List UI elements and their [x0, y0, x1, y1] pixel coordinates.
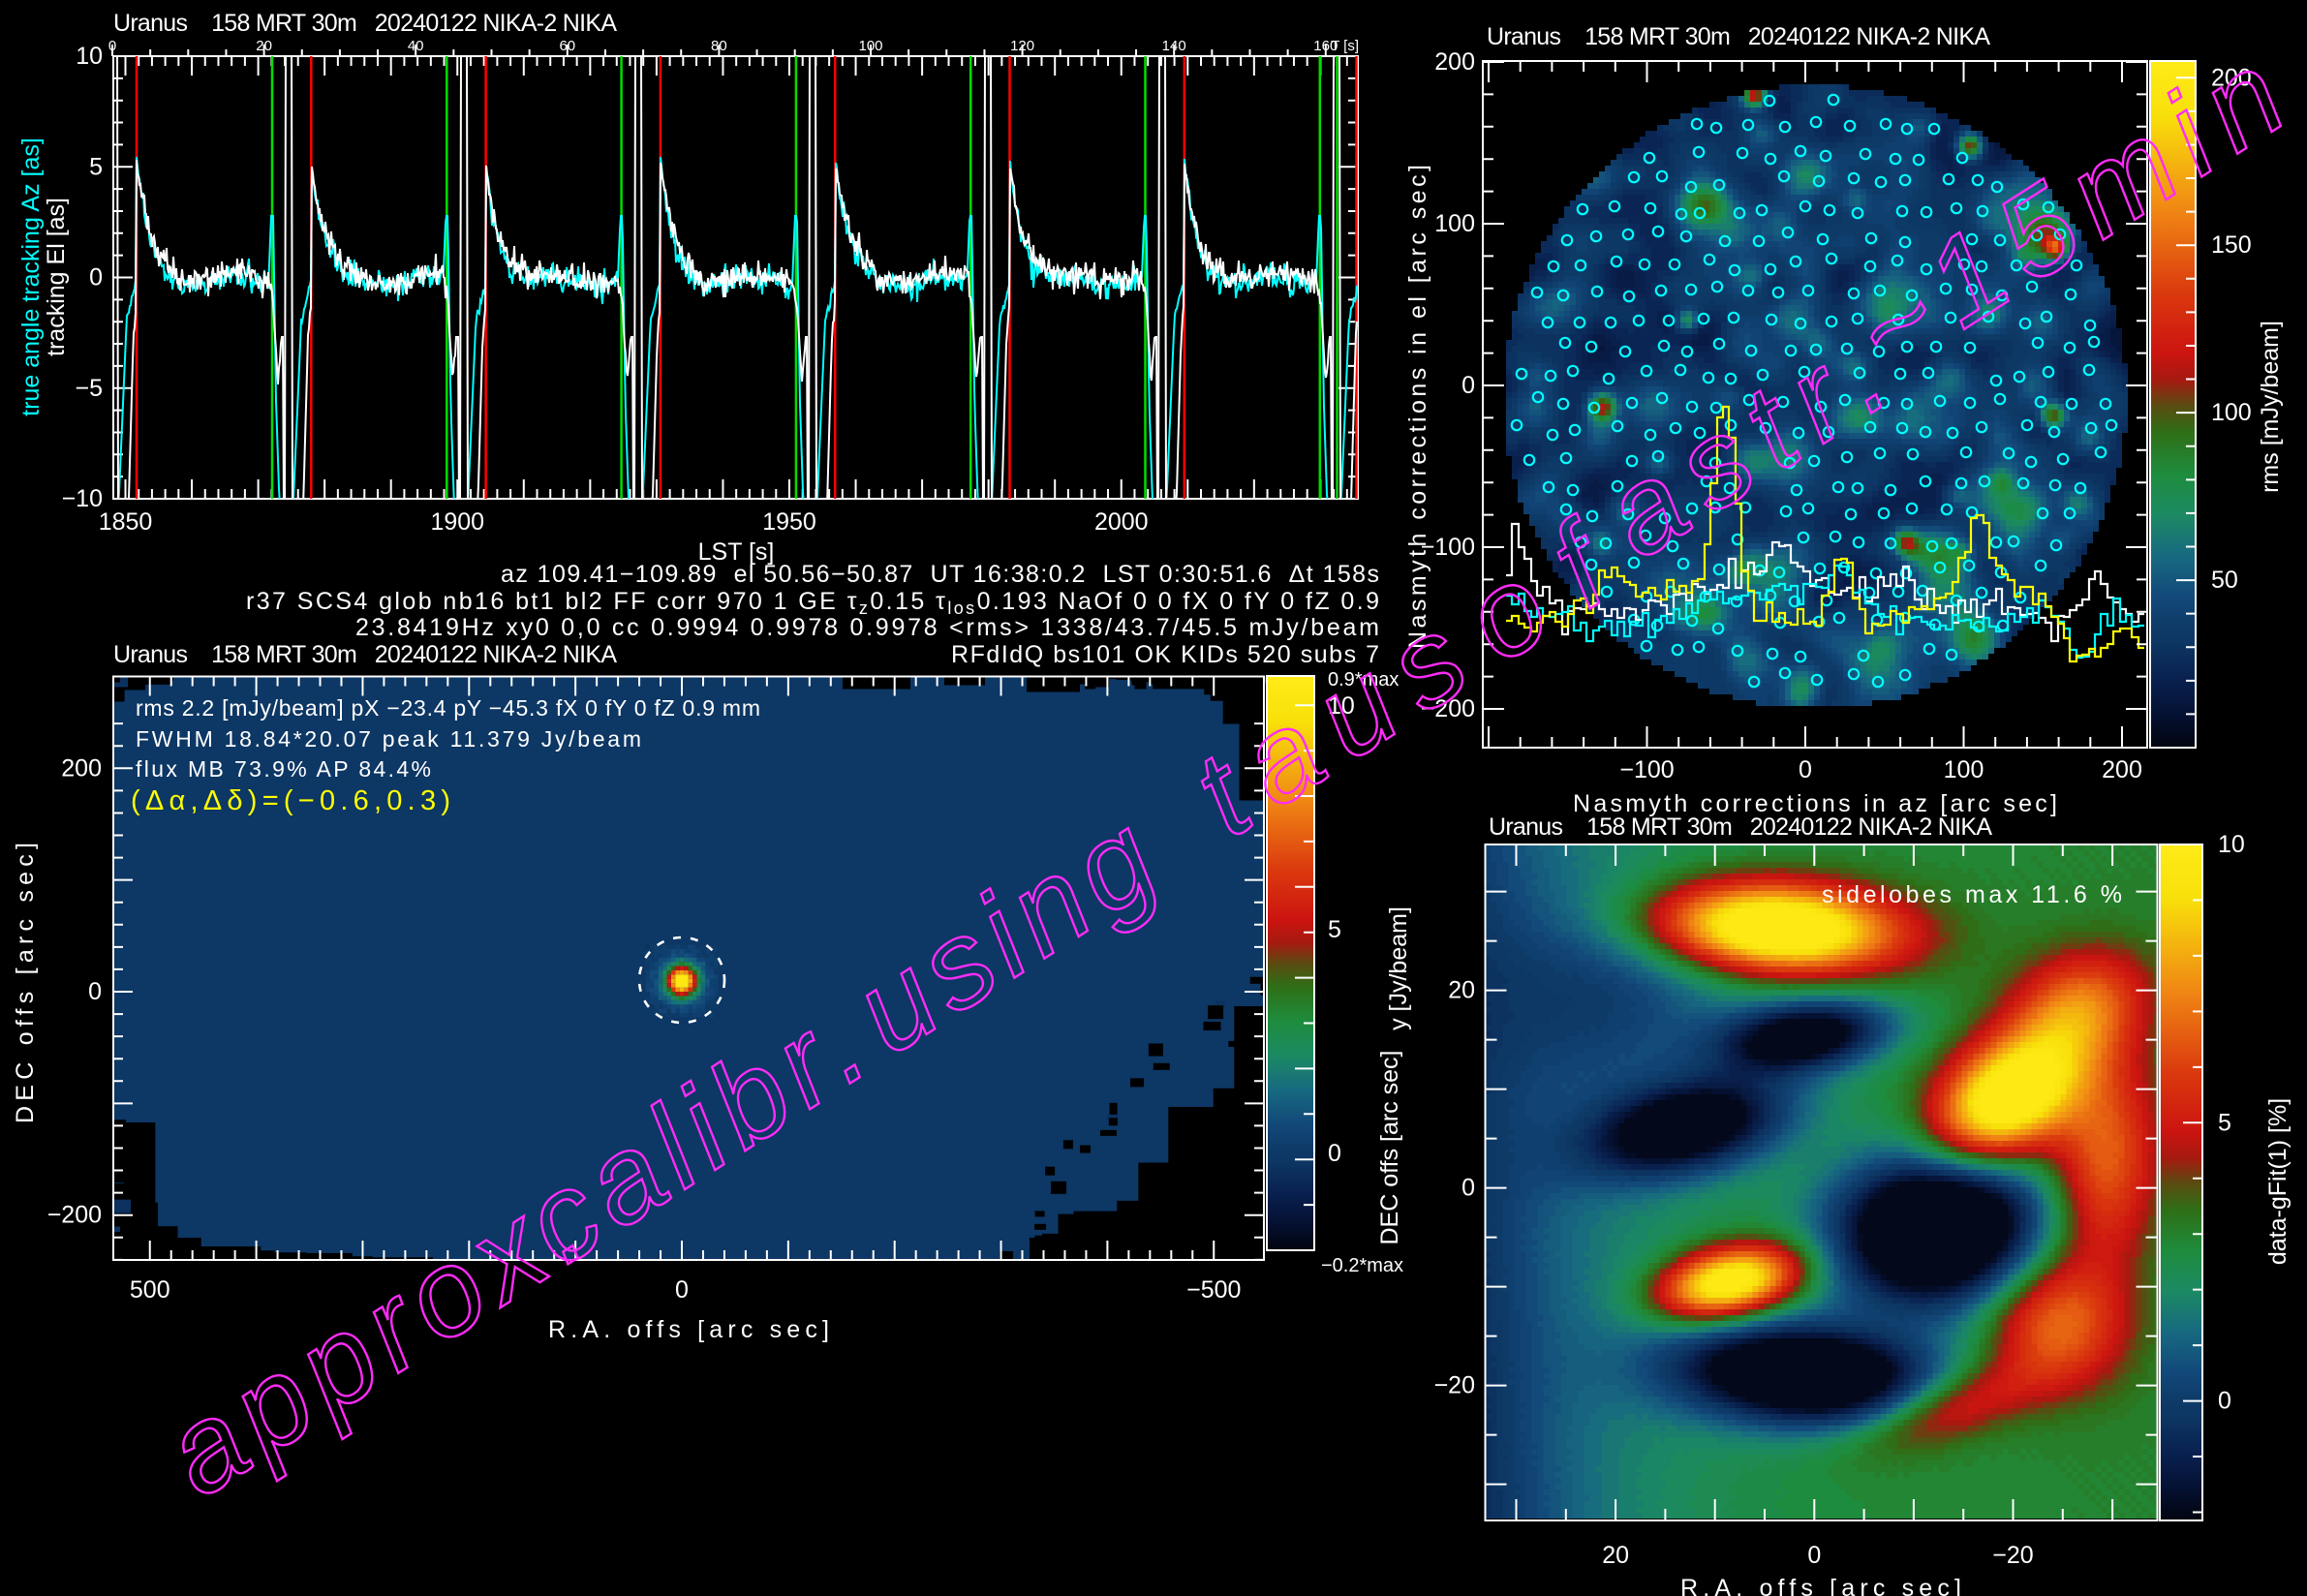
svg-text:RFdIdQ bs101 OK KIDs 520 subs: RFdIdQ bs101 OK KIDs 520 subs 7 — [951, 641, 1379, 668]
svg-text:T [s]: T [s] — [1331, 38, 1359, 54]
svg-text:20: 20 — [1602, 1542, 1629, 1569]
svg-text:0: 0 — [675, 1276, 689, 1304]
svg-text:Uranus 158 MRT 30m 202401: Uranus 158 MRT 30m 20240122 NIKA-2 NIKA — [1489, 813, 1992, 841]
svg-text:10: 10 — [1328, 692, 1355, 720]
svg-text:0.9*max: 0.9*max — [1328, 669, 1399, 691]
svg-text:100: 100 — [1944, 756, 1984, 783]
svg-text:R.A. offs [arc sec]: R.A. offs [arc sec] — [1680, 1575, 1961, 1596]
svg-text:200: 200 — [1434, 48, 1475, 76]
svg-text:sidelobes max 11.6 %: sidelobes max 11.6 % — [1822, 881, 2122, 908]
svg-text:DEC offs [arc sec]: DEC offs [arc sec] — [1376, 1051, 1403, 1245]
svg-text:−20: −20 — [1992, 1542, 2033, 1569]
svg-text:0: 0 — [89, 264, 103, 292]
svg-text:R.A. offs [arc sec]: R.A. offs [arc sec] — [548, 1316, 829, 1343]
svg-text:Uranus 158 MRT 30m 202401: Uranus 158 MRT 30m 20240122 NIKA-2 NIKA — [113, 10, 617, 37]
svg-text:10: 10 — [76, 43, 103, 70]
svg-text:200: 200 — [2211, 64, 2252, 91]
svg-text:0: 0 — [1328, 1140, 1341, 1167]
svg-text:1850: 1850 — [99, 508, 153, 536]
svg-text:Uranus 158 MRT 30m 202401: Uranus 158 MRT 30m 20240122 NIKA-2 NIKA — [113, 641, 617, 668]
svg-text:y [Jy/beam]: y [Jy/beam] — [1385, 906, 1412, 1030]
svg-text:23.8419Hz xy0 0,0 cc 0.9994 0.: 23.8419Hz xy0 0,0 cc 0.9994 0.9978 0.997… — [355, 614, 1379, 641]
svg-text:rms [mJy/beam]: rms [mJy/beam] — [2257, 321, 2284, 493]
svg-text:120: 120 — [1010, 38, 1034, 54]
svg-text:0: 0 — [1799, 756, 1812, 783]
svg-text:150: 150 — [2211, 231, 2252, 259]
svg-text:200: 200 — [61, 754, 102, 782]
svg-text:10: 10 — [2218, 831, 2245, 858]
svg-text:0: 0 — [1461, 372, 1475, 399]
svg-text:0: 0 — [2218, 1388, 2231, 1415]
svg-text:1900: 1900 — [430, 508, 484, 536]
svg-text:tracking El [as]: tracking El [as] — [43, 198, 70, 356]
svg-text:50: 50 — [2211, 567, 2238, 594]
svg-text:(Δα,Δδ)=(−0.6,0.3): (Δα,Δδ)=(−0.6,0.3) — [131, 785, 450, 816]
svg-text:5: 5 — [2218, 1109, 2231, 1136]
svg-text:0: 0 — [1807, 1542, 1821, 1569]
svg-text:data-gFit(1) [%]: data-gFit(1) [%] — [2264, 1098, 2292, 1265]
svg-text:2000: 2000 — [1094, 508, 1149, 536]
svg-text:20: 20 — [1448, 977, 1475, 1004]
svg-text:80: 80 — [711, 38, 727, 54]
svg-text:−5: −5 — [75, 375, 103, 402]
svg-text:1950: 1950 — [762, 508, 816, 536]
svg-text:−10: −10 — [62, 485, 103, 512]
svg-text:0: 0 — [108, 38, 116, 54]
svg-text:−500: −500 — [1186, 1276, 1241, 1304]
svg-text:0: 0 — [1461, 1175, 1475, 1202]
svg-text:true angle tracking Az [as]: true angle tracking Az [as] — [17, 138, 45, 416]
svg-text:FWHM 18.84*20.07 peak 11.379 J: FWHM 18.84*20.07 peak 11.379 Jy/beam — [136, 726, 641, 752]
svg-text:−200: −200 — [47, 1202, 102, 1229]
svg-text:200: 200 — [2102, 756, 2142, 783]
svg-text:rms 2.2 [mJy/beam] pX −23.4 pY: rms 2.2 [mJy/beam] pX −23.4 pY −45.3 fX … — [136, 695, 760, 721]
svg-text:−20: −20 — [1434, 1372, 1475, 1399]
svg-text:100: 100 — [858, 38, 882, 54]
svg-text:500: 500 — [130, 1276, 170, 1304]
svg-text:−100: −100 — [1619, 756, 1674, 783]
svg-text:−0.2*max: −0.2*max — [1321, 1255, 1403, 1276]
svg-text:Nasmyth corrections in el [arc: Nasmyth corrections in el [arc sec] — [1404, 165, 1431, 649]
svg-text:100: 100 — [1434, 210, 1475, 237]
svg-text:20: 20 — [256, 38, 272, 54]
svg-text:5: 5 — [89, 153, 103, 180]
svg-text:60: 60 — [559, 38, 575, 54]
svg-text:Uranus 158 MRT 30m 202401: Uranus 158 MRT 30m 20240122 NIKA-2 NIKA — [1487, 23, 1990, 50]
svg-text:0: 0 — [88, 978, 102, 1005]
svg-text:−100: −100 — [1421, 534, 1475, 561]
svg-text:100: 100 — [2211, 399, 2252, 426]
svg-text:az 109.41−109.89 el 50.56−50.: az 109.41−109.89 el 50.56−50.87 UT 16:38… — [501, 561, 1379, 588]
svg-text:140: 140 — [1162, 38, 1186, 54]
svg-text:40: 40 — [408, 38, 424, 54]
svg-text:160: 160 — [1313, 38, 1338, 54]
svg-text:5: 5 — [1328, 916, 1341, 943]
svg-text:−200: −200 — [1421, 695, 1475, 722]
svg-text:flux MB 73.9% AP 84.4%: flux MB 73.9% AP 84.4% — [136, 756, 431, 782]
svg-text:LST [s]: LST [s] — [698, 538, 775, 566]
